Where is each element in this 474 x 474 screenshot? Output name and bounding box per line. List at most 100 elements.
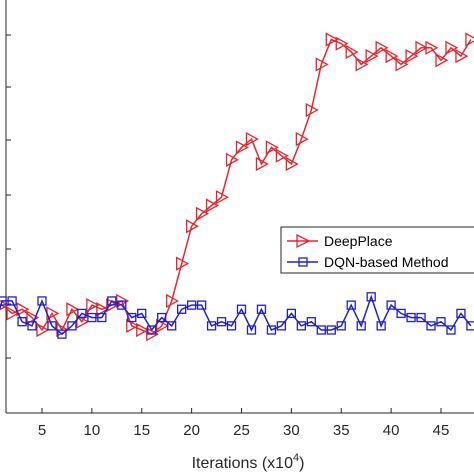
data-point-dqn (147, 325, 157, 335)
data-point-deepplace (96, 302, 110, 317)
data-point-dqn (226, 321, 237, 331)
data-point-dqn (346, 300, 356, 310)
data-point-dqn (186, 300, 197, 310)
data-point-dqn (436, 317, 446, 327)
legend: DeepPlace DQN-based Method (280, 226, 474, 274)
data-point-dqn (27, 321, 37, 331)
data-point-deepplace (315, 57, 329, 72)
data-point-dqn (127, 312, 137, 323)
data-point-deepplace (465, 32, 474, 47)
data-point-deepplace (385, 49, 399, 64)
data-point-dqn (17, 317, 27, 327)
data-point-dqn (316, 325, 326, 335)
data-point-dqn (7, 296, 17, 306)
data-point-dqn (396, 308, 406, 319)
data-point-dqn (0, 296, 7, 306)
data-point-dqn (216, 317, 227, 327)
data-point-deepplace (26, 310, 40, 325)
data-point-deepplace (425, 40, 439, 55)
data-point-deepplace (156, 318, 170, 333)
data-point-dqn (276, 321, 287, 331)
data-point-dqn (157, 312, 167, 323)
data-point-deepplace (225, 152, 239, 167)
data-point-deepplace (185, 219, 199, 234)
data-point-dqn (47, 321, 57, 331)
legend-marker-deepplace (296, 233, 311, 249)
data-point-dqn (286, 308, 297, 319)
data-point-dqn (266, 325, 277, 335)
data-point-dqn (306, 317, 316, 327)
data-point-dqn (336, 321, 346, 331)
x-ticks: 5 10 15 20 25 30 35 40 45 (38, 408, 450, 439)
x-tick-label: 45 (433, 422, 450, 439)
series-line-dqn (0, 294, 472, 336)
data-point-dqn (37, 296, 47, 306)
x-tick-label: 20 (183, 422, 200, 439)
data-point-dqn (246, 325, 257, 335)
data-point-dqn (416, 312, 426, 323)
data-point-deepplace (215, 190, 229, 205)
x-axis-label-exponent: 4 (293, 452, 299, 464)
data-point-dqn (87, 312, 97, 323)
data-point-dqn (77, 308, 87, 319)
data-point-deepplace (66, 302, 80, 317)
data-point-deepplace (265, 140, 279, 155)
data-point-deepplace (86, 298, 100, 313)
data-point-deepplace (355, 57, 369, 72)
data-point-dqn (107, 296, 117, 306)
data-point-deepplace (116, 293, 130, 309)
data-point-deepplace (305, 102, 319, 118)
x-tick-label: 10 (84, 422, 101, 439)
data-point-deepplace (106, 298, 120, 313)
data-point-dqn (57, 329, 67, 339)
legend-marker-dqn (298, 257, 308, 267)
data-point-dqn (466, 321, 474, 331)
x-tick-label: 5 (38, 422, 46, 439)
data-point-dqn (366, 292, 376, 302)
data-point-deepplace (335, 36, 349, 51)
series-line-deepplace (0, 38, 472, 335)
data-point-deepplace (345, 44, 359, 60)
legend-label-dqn: DQN-based Method (324, 254, 449, 270)
data-point-deepplace (166, 293, 180, 309)
x-tick-label: 40 (383, 422, 400, 439)
data-point-dqn (67, 321, 77, 331)
data-point-deepplace (176, 256, 190, 271)
data-point-deepplace (445, 40, 459, 55)
data-point-dqn (446, 325, 456, 335)
data-point-dqn (326, 325, 336, 335)
data-point-deepplace (0, 299, 10, 311)
data-point-deepplace (395, 57, 409, 72)
data-point-deepplace (76, 314, 90, 329)
data-point-dqn (97, 312, 107, 323)
data-point-deepplace (415, 40, 429, 55)
data-point-deepplace (126, 318, 140, 333)
data-point-dqn (196, 300, 207, 310)
data-point-dqn (426, 321, 436, 331)
data-point-deepplace (146, 327, 160, 342)
data-point-deepplace (16, 302, 30, 317)
data-point-deepplace (435, 53, 449, 68)
data-point-deepplace (136, 322, 150, 338)
data-point-dqn (456, 308, 466, 319)
data-point-dqn (137, 308, 147, 319)
data-point-deepplace (6, 306, 20, 321)
x-tick-label: 15 (133, 422, 150, 439)
data-point-deepplace (365, 49, 379, 64)
data-point-deepplace (205, 198, 219, 213)
x-tick-label: 35 (333, 422, 350, 439)
data-point-deepplace (295, 132, 309, 147)
data-point-dqn (406, 312, 416, 323)
data-point-deepplace (405, 49, 419, 64)
data-point-dqn (256, 304, 267, 314)
data-point-dqn (167, 321, 177, 331)
x-tick-label: 25 (233, 422, 250, 439)
data-point-deepplace (235, 140, 249, 155)
data-point-deepplace (325, 32, 339, 47)
data-point-deepplace (285, 156, 299, 172)
data-point-dqn (296, 321, 307, 331)
legend-label-deepplace: DeepPlace (324, 233, 393, 249)
data-point-dqn (206, 321, 217, 331)
data-point-dqn (356, 321, 366, 331)
